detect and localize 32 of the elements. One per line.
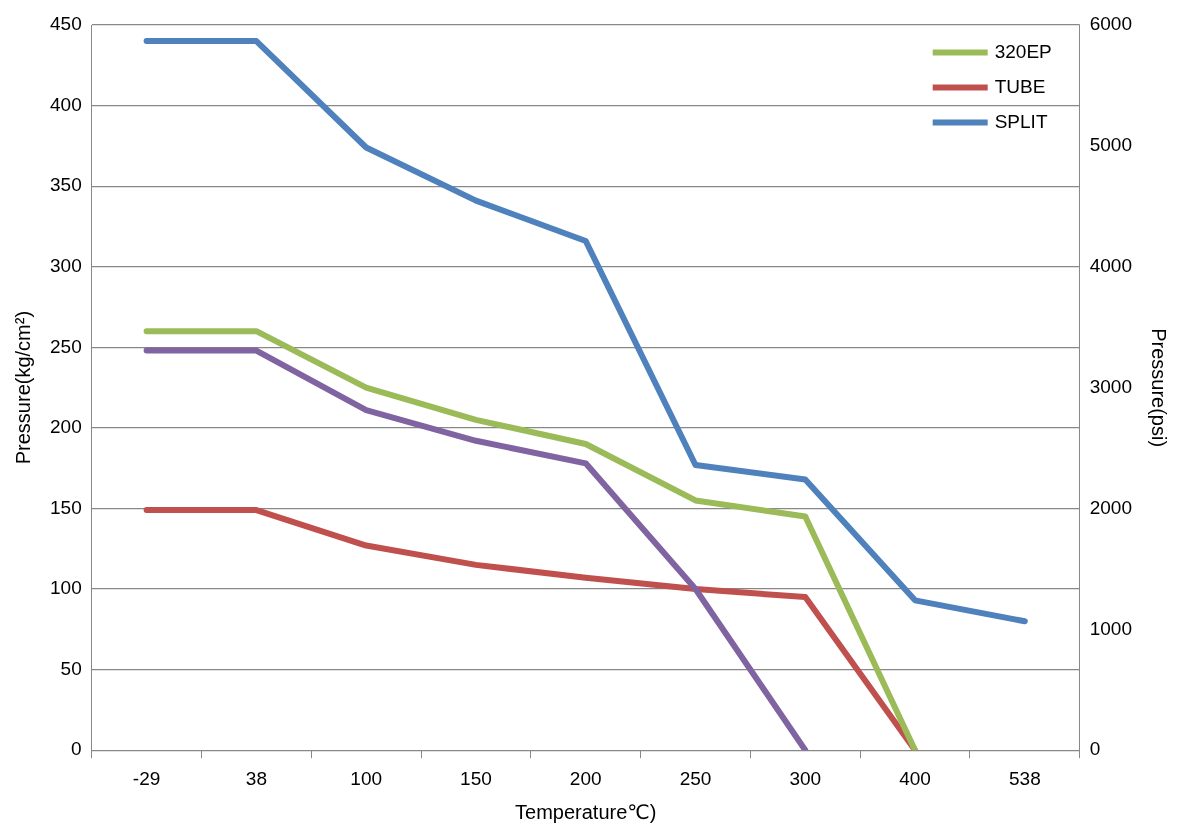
x-tick-label: 300 [789,767,822,789]
y2-tick-label: 5000 [1089,134,1133,156]
legend-label: 320EP [994,40,1052,62]
x-tick-label: 38 [245,767,267,789]
y-tick-label: 100 [50,577,82,599]
y2-tick-label: 0 [1089,738,1101,760]
x-tick-label: 538 [1008,767,1041,789]
y-tick-label: 200 [50,416,82,438]
x-tick-label: 100 [350,767,383,789]
y-axis-title: Pressure(kg/cm²) [11,310,34,465]
y-tick-label: 0 [71,738,82,760]
x-tick-label: 400 [899,767,931,789]
x-tick-label: -29 [132,767,161,789]
y2-tick-label: 3000 [1089,375,1133,397]
x-tick-label: 250 [679,767,712,789]
y-tick-label: 150 [50,496,82,518]
y2-tick-label: 6000 [1089,13,1133,35]
y-tick-label: 400 [50,93,82,115]
y-tick-label: 50 [60,657,82,679]
y-tick-label: 300 [50,254,82,276]
y-tick-label: 350 [50,174,82,196]
x-tick-label: 150 [460,767,492,789]
x-axis-title: Temperature℃) [515,800,657,823]
y2-tick-label: 2000 [1089,496,1133,518]
y2-axis-title: Pressure(psi) [1148,328,1171,448]
y-tick-label: 450 [50,13,82,35]
y-tick-label: 250 [50,335,82,357]
y2-tick-label: 1000 [1089,617,1133,639]
legend-label: TUBE [994,75,1046,97]
legend-label: SPLIT [994,110,1048,132]
x-tick-label: 200 [569,767,602,789]
y2-tick-label: 4000 [1089,254,1133,276]
